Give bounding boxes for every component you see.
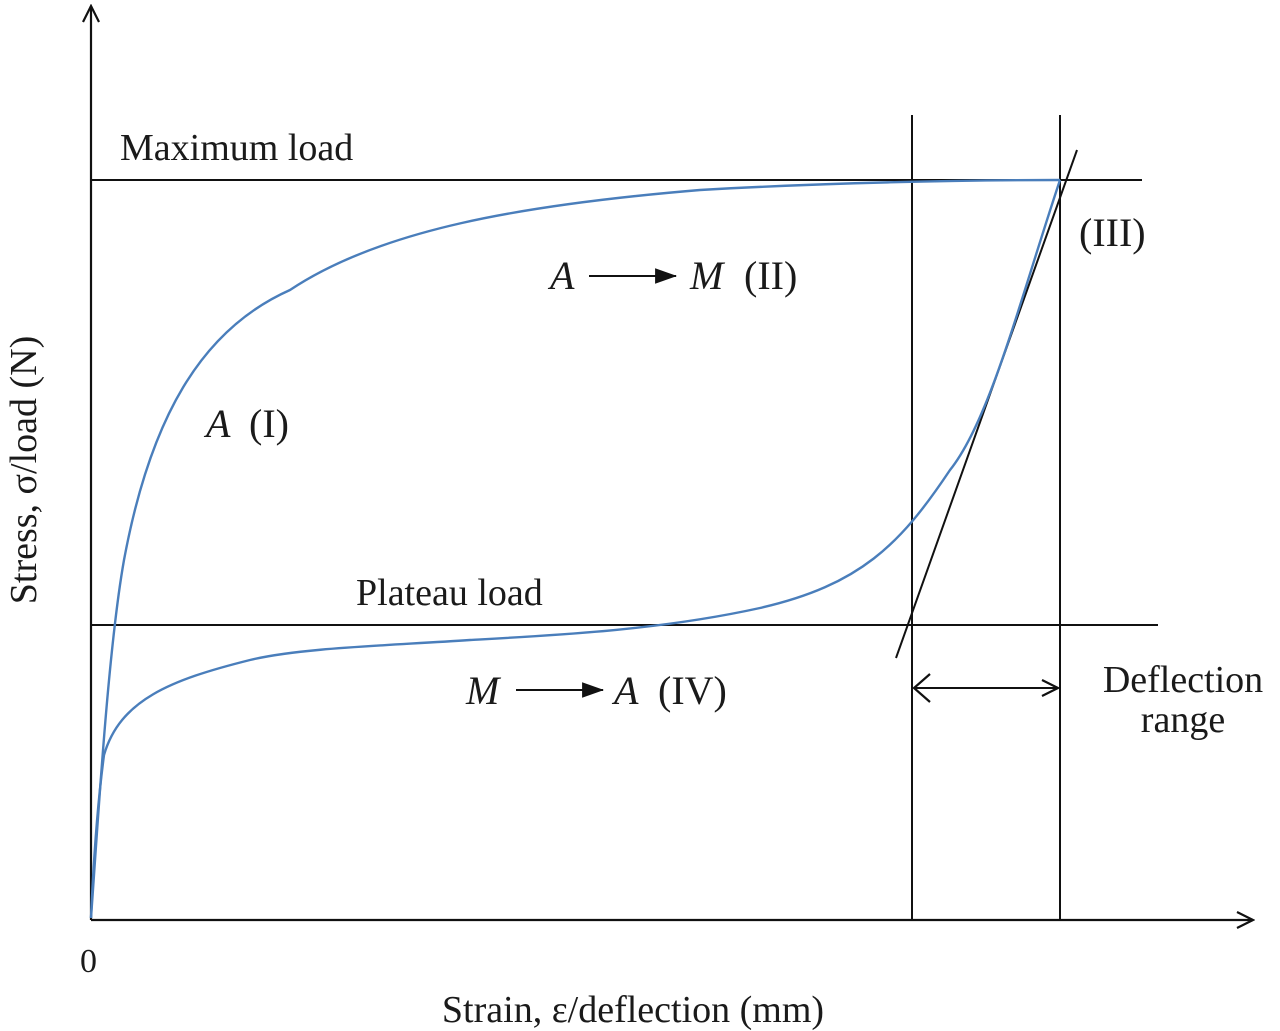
- deflection-label-line2: range: [1141, 699, 1225, 741]
- plateau-load-label: Plateau load: [356, 572, 543, 614]
- deflection-arrowhead-left: [912, 673, 931, 703]
- loading-curve: [89, 178, 1061, 919]
- stage-2-to: M: [689, 253, 726, 298]
- deflection-label-line1: Deflection: [1103, 659, 1263, 701]
- stage-1-symbol: A: [203, 401, 231, 446]
- stage-2-from: A: [547, 253, 575, 298]
- maximum-load-label: Maximum load: [120, 127, 353, 169]
- stage-4-number: (IV): [658, 668, 727, 713]
- x-axis-label: Strain, ε/deflection (mm): [442, 989, 824, 1031]
- stage-3-number: (III): [1079, 210, 1146, 255]
- unloading-curve: [89, 179, 1062, 919]
- origin-label: 0: [80, 943, 97, 980]
- stage-1-number: (I): [249, 401, 289, 446]
- y-axis-label: Stress, σ/load (N): [3, 336, 45, 605]
- stage-2-number: (II): [744, 253, 797, 298]
- stage-4-to: A: [611, 668, 639, 713]
- stage-4-from: M: [465, 668, 502, 713]
